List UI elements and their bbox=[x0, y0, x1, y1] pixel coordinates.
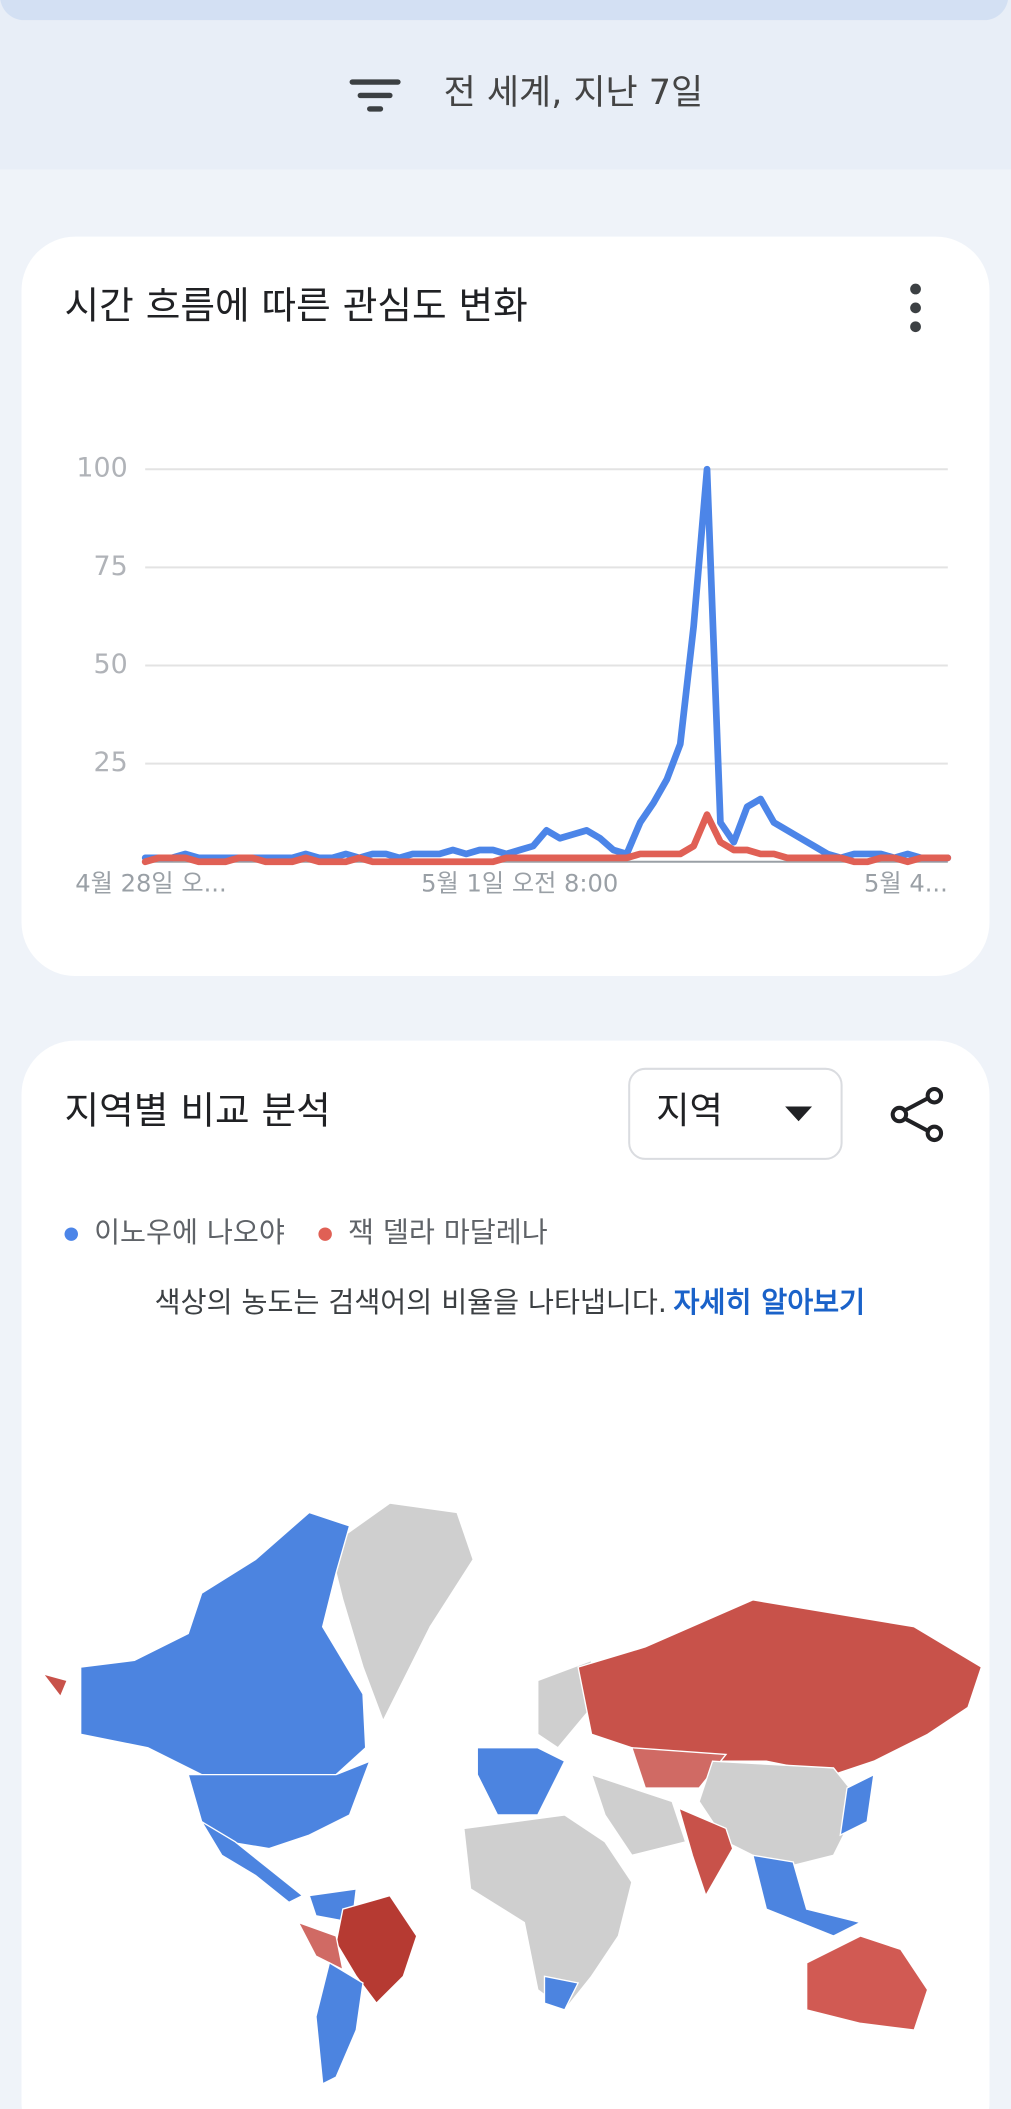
legend-label: 잭 델라 마달레나 bbox=[348, 1216, 548, 1249]
note: 색상의 농도는 검색어의 비율을 나타냅니다. bbox=[155, 1286, 667, 1319]
y-tick-label: 75 bbox=[94, 551, 128, 582]
y-tick-label: 50 bbox=[94, 649, 128, 680]
x-tick-label: 5월 4... bbox=[864, 870, 948, 898]
dropdown-label[interactable]: 지역 bbox=[656, 1089, 723, 1132]
learn-more-link[interactable]: 자세히 알아보기 bbox=[674, 1286, 866, 1319]
y-tick-label: 100 bbox=[76, 453, 127, 484]
x-tick-label: 4월 28일 오... bbox=[75, 870, 226, 898]
more-menu[interactable] bbox=[910, 283, 921, 333]
dropdown-arrow[interactable] bbox=[785, 1106, 813, 1122]
x-tick-label: 5월 1일 오전 8:00 bbox=[421, 870, 618, 898]
filter-bar bbox=[0, 0, 1011, 170]
series-line bbox=[141, 811, 952, 866]
legend-marker bbox=[64, 1227, 78, 1241]
y-tick-label: 25 bbox=[94, 747, 128, 778]
series-line bbox=[141, 465, 952, 862]
legend: 이노우에 나오야 잭 델라 마달레나 bbox=[64, 1216, 548, 1249]
legend-marker bbox=[318, 1227, 332, 1241]
line-chart: 25 50 75 100 4월 28일 오... 5월 1일 오전 8:00 5월 4... bbox=[75, 453, 952, 898]
dropdown[interactable] bbox=[628, 1067, 843, 1160]
share-icon[interactable] bbox=[890, 1086, 944, 1143]
filter-text[interactable]: 전 세계, 지난 7일 bbox=[444, 73, 704, 113]
legend-label: 이노우에 나오야 bbox=[94, 1216, 285, 1249]
filter-icon[interactable] bbox=[349, 79, 401, 112]
card-title: 시간 흐름에 따른 관심도 변화 bbox=[65, 283, 528, 327]
card bbox=[21, 236, 990, 977]
world-map bbox=[41, 1502, 983, 2085]
card-title: 지역별 비교 분석 bbox=[65, 1089, 331, 1133]
top-bar bbox=[0, 0, 1008, 21]
